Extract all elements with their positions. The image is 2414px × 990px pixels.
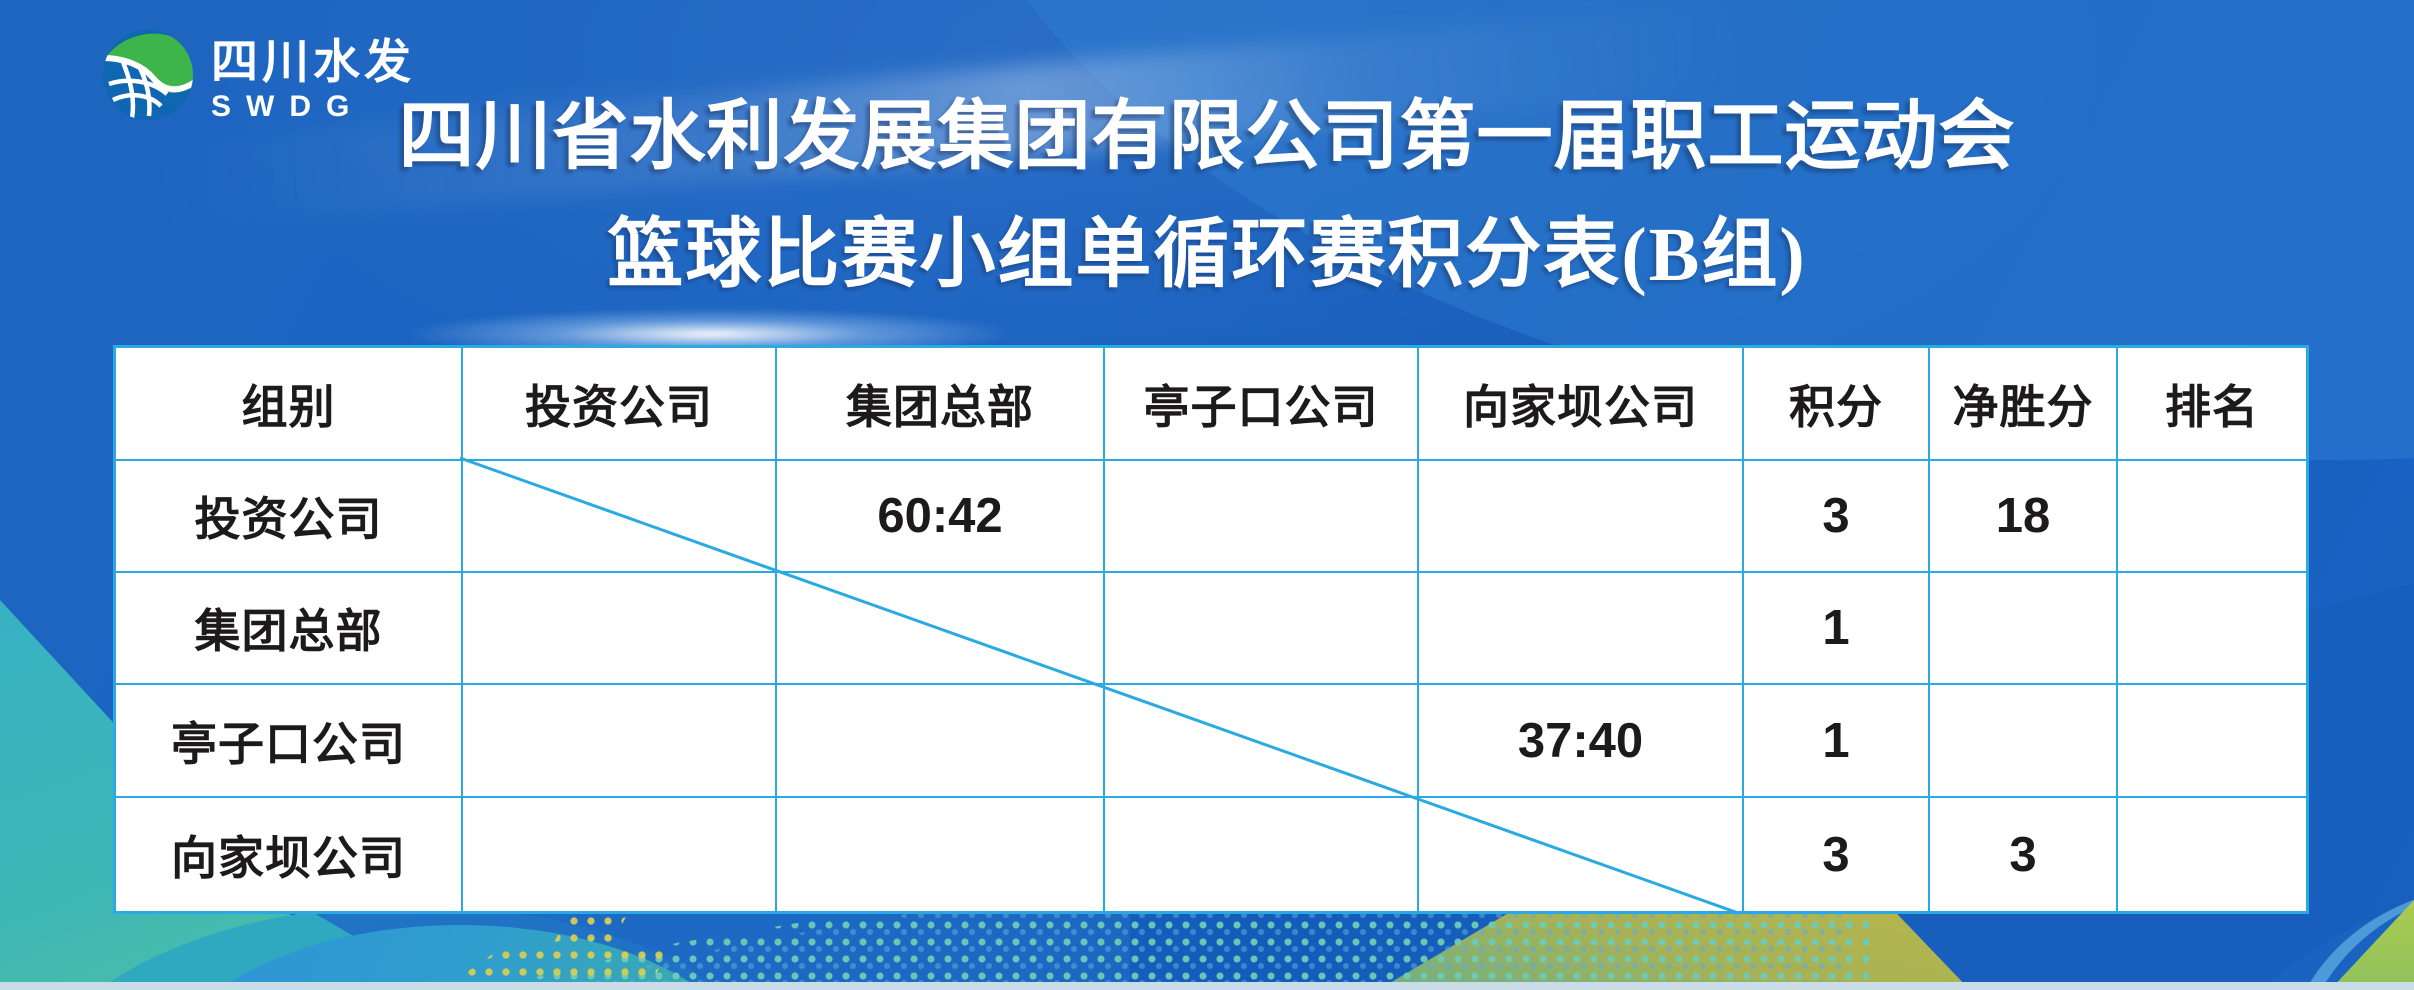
standings-table: 组别 投资公司 集团总部 亭子口公司 向家坝公司 积分 净胜分 排名 投资公司 … xyxy=(113,345,2309,914)
table-cell xyxy=(1105,461,1419,573)
table-cell xyxy=(1419,573,1744,685)
table-cell xyxy=(777,573,1105,685)
header-cell-rank: 排名 xyxy=(2118,348,2306,461)
logo-english-abbr: SWDG xyxy=(211,90,365,123)
logo-chinese-name: 四川水发 xyxy=(211,35,415,88)
points-cell: 1 xyxy=(1744,685,1930,798)
header-cell-netpoints: 净胜分 xyxy=(1930,348,2118,461)
table-cell xyxy=(463,685,777,798)
row-label: 亭子口公司 xyxy=(116,685,463,798)
netpoints-cell xyxy=(1930,573,2118,685)
table-cell xyxy=(1105,798,1419,911)
match-score-cell: 37:40 xyxy=(1419,685,1744,798)
points-cell: 1 xyxy=(1744,573,1930,685)
netpoints-cell: 3 xyxy=(1930,798,2118,911)
header-cell-touzi: 投资公司 xyxy=(463,348,777,461)
rank-cell xyxy=(2118,461,2306,573)
rank-cell xyxy=(2118,798,2306,911)
header-cell-points: 积分 xyxy=(1744,348,1930,461)
rank-cell xyxy=(2118,685,2306,798)
header-cell-jituan: 集团总部 xyxy=(777,348,1105,461)
netpoints-cell xyxy=(1930,685,2118,798)
table-cell xyxy=(1419,461,1744,573)
header-cell-group: 组别 xyxy=(116,348,463,461)
header-cell-tingzikou: 亭子口公司 xyxy=(1105,348,1419,461)
table-cell xyxy=(463,461,777,573)
points-cell: 3 xyxy=(1744,798,1930,911)
table-cell xyxy=(463,798,777,911)
header-cell-xiangjiaba: 向家坝公司 xyxy=(1419,348,1744,461)
swdg-logo-icon xyxy=(103,30,193,120)
points-cell: 3 xyxy=(1744,461,1930,573)
table-subtitle: 篮球比赛小组单循环赛积分表(B组) xyxy=(607,213,1807,297)
swdg-logo: 四川水发 SWDG xyxy=(103,30,415,122)
netpoints-cell: 18 xyxy=(1930,461,2118,573)
swdg-logo-text: 四川水发 SWDG xyxy=(211,38,415,122)
bottom-edge-strip xyxy=(0,982,2414,990)
match-score-cell: 60:42 xyxy=(777,461,1105,573)
table-cell xyxy=(1105,685,1419,798)
table-cell xyxy=(1419,798,1744,911)
rank-cell xyxy=(2118,573,2306,685)
table-cell xyxy=(777,798,1105,911)
table-cell xyxy=(1105,573,1419,685)
row-label: 投资公司 xyxy=(116,461,463,573)
row-label: 向家坝公司 xyxy=(116,798,463,911)
table-cell xyxy=(463,573,777,685)
row-label: 集团总部 xyxy=(116,573,463,685)
table-cell xyxy=(777,685,1105,798)
